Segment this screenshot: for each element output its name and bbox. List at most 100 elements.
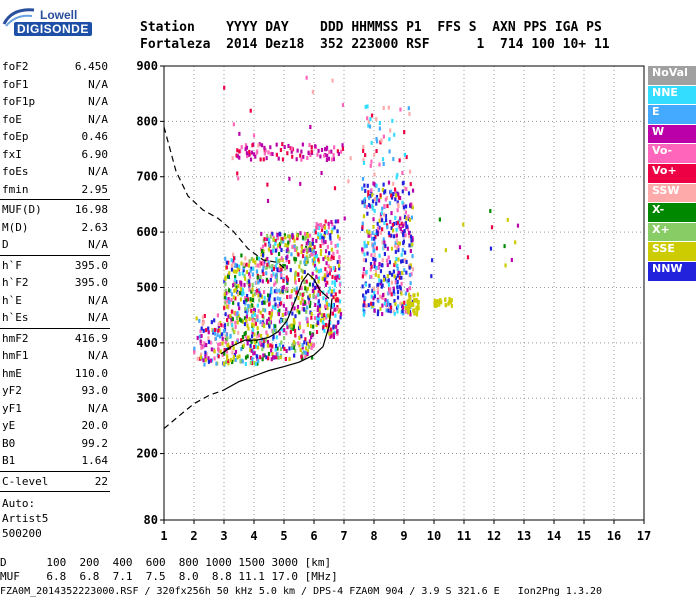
echo-point [223, 347, 226, 352]
echo-point [300, 286, 303, 291]
echo-point [382, 134, 385, 139]
echo-point [218, 328, 221, 333]
logo-line1: Lowell [40, 8, 78, 22]
echo-point [331, 227, 334, 232]
echo-point [410, 302, 413, 307]
echo-point [293, 238, 296, 243]
echo-point [338, 282, 342, 287]
echo-point [330, 247, 334, 252]
param-separator [0, 254, 110, 256]
echo-point [409, 281, 412, 286]
echo-point [299, 300, 302, 305]
echo-point [347, 179, 350, 184]
echo-point [316, 152, 319, 157]
echo-point [219, 342, 222, 347]
echo-point [315, 274, 318, 279]
echo-point [281, 318, 284, 323]
echo-point [394, 197, 397, 202]
echo-point [262, 260, 265, 265]
echo-point [226, 336, 229, 341]
echo-point [408, 286, 412, 291]
echo-point [294, 280, 297, 285]
echo-point [394, 189, 397, 194]
echo-point [365, 243, 368, 248]
echo-point [213, 327, 217, 332]
echo-point [277, 251, 281, 256]
echo-point [249, 347, 252, 352]
echo-point [382, 182, 385, 187]
echo-point [275, 288, 278, 293]
echo-point [371, 206, 374, 211]
echo-point [285, 286, 288, 291]
echo-point [311, 252, 314, 257]
echo-point [241, 319, 245, 324]
param-value: 395.0 [74, 258, 108, 272]
echo-point [288, 324, 291, 329]
param-separator [0, 491, 110, 492]
echo-point [237, 330, 240, 335]
echo-point [268, 310, 271, 315]
echo-point [301, 345, 304, 350]
echo-point [309, 125, 312, 130]
echo-point [399, 286, 402, 291]
echo-point [337, 320, 340, 325]
echo-point [217, 348, 220, 353]
echo-point [266, 333, 269, 338]
echo-point [261, 321, 264, 326]
echo-point [288, 259, 291, 264]
echo-point [286, 247, 289, 252]
echo-point [397, 244, 400, 249]
echo-point [239, 280, 242, 285]
echo-point [390, 193, 393, 198]
echo-point [210, 347, 213, 352]
echo-point [291, 311, 294, 316]
echo-point [209, 358, 212, 363]
echo-point [240, 347, 243, 352]
echo-point [388, 137, 391, 142]
echo-point [238, 291, 242, 296]
echo-point [224, 275, 227, 280]
echo-point [236, 171, 239, 176]
echo-point [262, 265, 265, 270]
echo-point [298, 343, 301, 348]
echo-point [332, 295, 335, 300]
echo-point [295, 286, 299, 291]
echo-point [243, 282, 246, 287]
echo-point [270, 348, 273, 353]
echo-point [276, 352, 279, 357]
echo-point [258, 278, 262, 283]
echo-point [379, 294, 382, 299]
param-value: N/A [88, 95, 108, 108]
echo-point [330, 254, 334, 259]
echo-point [302, 350, 305, 355]
y-tick-label: 500 [136, 280, 158, 294]
echo-point [383, 251, 387, 256]
echo-point [405, 270, 408, 275]
echo-point [401, 309, 404, 314]
echo-point [244, 256, 247, 261]
echo-point [241, 288, 245, 293]
echo-point [236, 289, 239, 294]
echo-point [490, 225, 494, 230]
echo-point [242, 268, 245, 273]
echo-point [294, 272, 297, 277]
echo-point [249, 355, 253, 360]
echo-point [307, 300, 310, 305]
echo-point [291, 233, 294, 238]
echo-point [300, 354, 303, 359]
echo-point [248, 272, 251, 277]
echo-point [267, 247, 271, 252]
param-label: fmin [2, 182, 29, 196]
param-row: h`F2 395.0 [0, 274, 110, 292]
echo-point [263, 353, 266, 358]
echo-point [363, 197, 367, 202]
echo-point [259, 293, 262, 298]
echo-point [238, 155, 241, 160]
echo-point [258, 142, 261, 147]
echo-point [373, 308, 376, 313]
echo-point [205, 343, 208, 348]
virtual-height-trace [220, 272, 330, 355]
echo-point [370, 253, 373, 258]
echo-point [333, 307, 336, 312]
echo-point [390, 246, 394, 251]
